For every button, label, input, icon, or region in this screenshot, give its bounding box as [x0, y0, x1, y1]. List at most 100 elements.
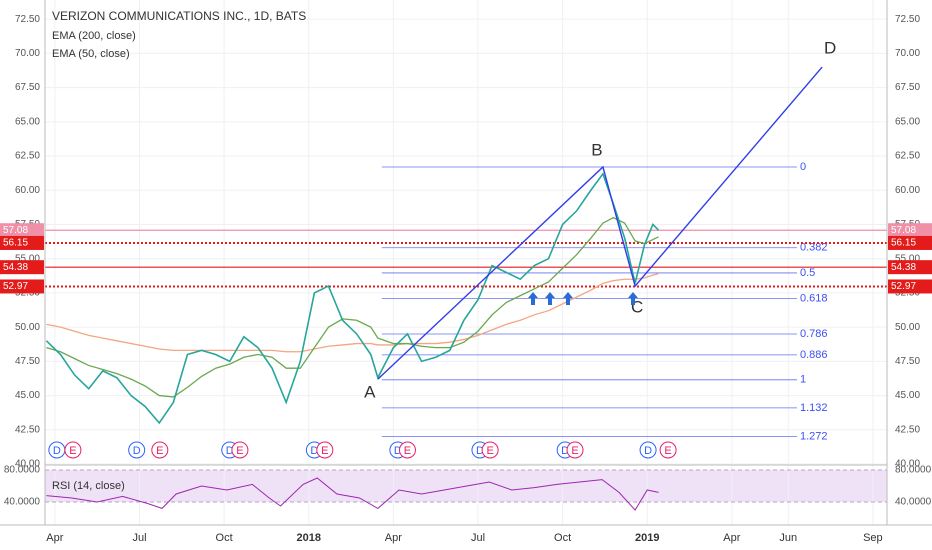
y-tick-label: 55.00	[15, 253, 40, 264]
abcd-label: D	[824, 39, 836, 58]
x-tick-label: Apr	[723, 532, 740, 544]
y-tick-label: 80.0000	[4, 465, 41, 476]
event-marker	[481, 441, 499, 459]
chart-title: VERIZON COMMUNICATIONS INC., 1D, BATS	[52, 9, 306, 23]
event-label: E	[486, 445, 493, 457]
event-label: E	[236, 445, 243, 457]
abcd-label: B	[591, 140, 602, 159]
price-tag-label: 54.38	[891, 262, 916, 273]
y-tick-label: 40.0000	[4, 497, 41, 508]
price-tag	[888, 235, 932, 250]
event-label: D	[310, 445, 318, 457]
y-tick-label: 62.50	[895, 151, 920, 162]
fib-label: 0.618	[800, 292, 828, 304]
event-label: D	[644, 445, 652, 457]
fib-label: 0.886	[800, 349, 828, 361]
abcd-pattern	[377, 66, 823, 380]
y-tick-label: 65.00	[895, 116, 920, 127]
x-tick-label: Apr	[46, 532, 63, 544]
fib-label: 0.382	[800, 242, 828, 254]
rsi-title: RSI (14, close)	[52, 480, 125, 492]
x-tick-label: 2018	[296, 532, 320, 544]
y-tick-label: 47.50	[15, 356, 40, 367]
abcd-label: A	[364, 383, 376, 402]
y-tick-label: 50.00	[15, 322, 40, 333]
rsi-line	[46, 477, 659, 511]
price-tag-label: 57.08	[891, 225, 916, 236]
y-tick-label: 42.50	[895, 424, 920, 435]
y-tick-label: 45.00	[895, 390, 920, 401]
y-tick-label: 67.50	[895, 82, 920, 93]
price-tag	[888, 260, 932, 275]
fib-label: 0	[800, 161, 806, 173]
event-marker	[566, 441, 584, 459]
event-label: E	[321, 445, 328, 457]
y-tick-label: 80.0000	[895, 465, 932, 476]
y-tick-label: 40.00	[15, 459, 40, 470]
x-tick-label: Oct	[554, 532, 571, 544]
arrow-icon	[545, 292, 555, 305]
y-tick-label: 60.00	[895, 185, 920, 196]
event-label: D	[394, 445, 402, 457]
y-tick-label: 62.50	[15, 151, 40, 162]
y-tick-label: 47.50	[895, 356, 920, 367]
price-tag	[0, 279, 44, 294]
x-tick-label: Jul	[132, 532, 146, 544]
event-label: E	[571, 445, 578, 457]
y-tick-label: 65.00	[15, 116, 40, 127]
ema-line	[46, 216, 659, 398]
price-tag	[0, 235, 44, 250]
event-label: D	[476, 445, 484, 457]
event-label: D	[561, 445, 569, 457]
y-tick-label: 40.00	[895, 459, 920, 470]
y-tick-label: 50.00	[895, 322, 920, 333]
event-marker	[231, 441, 249, 459]
fib-label: 0.5	[800, 267, 815, 279]
price-tag-label: 56.15	[891, 238, 916, 249]
event-label: E	[404, 445, 411, 457]
x-tick-label: 2019	[635, 532, 659, 544]
x-tick-label: Apr	[385, 532, 402, 544]
price-tag-label: 54.38	[3, 262, 28, 273]
price-tag	[0, 223, 44, 238]
y-tick-label: 72.50	[15, 14, 40, 25]
event-marker	[128, 441, 146, 459]
y-tick-label: 60.00	[15, 185, 40, 196]
legend-entry: EMA (50, close)	[52, 48, 130, 60]
legend-entry: EMA (200, close)	[52, 30, 136, 42]
event-label: D	[226, 445, 234, 457]
event-marker	[639, 441, 657, 459]
y-tick-label: 45.00	[15, 390, 40, 401]
event-label: E	[664, 445, 671, 457]
fib-label: 1.272	[800, 431, 828, 443]
arrow-icon	[628, 292, 638, 305]
price-tag-label: 52.97	[891, 281, 916, 292]
event-label: E	[156, 445, 163, 457]
price-tag-label: 57.08	[3, 225, 28, 236]
price-tag	[888, 223, 932, 238]
fib-label: 1	[800, 374, 806, 386]
event-label: D	[133, 445, 141, 457]
y-tick-label: 55.00	[895, 253, 920, 264]
ema-line	[46, 273, 659, 353]
arrow-icon	[563, 292, 573, 305]
y-tick-label: 40.0000	[895, 497, 932, 508]
x-tick-label: Jul	[471, 532, 485, 544]
x-tick-label: Sep	[863, 532, 883, 544]
up-arrows	[528, 292, 638, 305]
event-marker	[151, 441, 169, 459]
price-tag-label: 56.15	[3, 238, 28, 249]
y-tick-label: 70.00	[895, 48, 920, 59]
event-marker	[659, 441, 677, 459]
arrow-icon	[528, 292, 538, 305]
price-tag-label: 52.97	[3, 281, 28, 292]
price-tag	[0, 260, 44, 275]
y-tick-label: 70.00	[15, 48, 40, 59]
event-label: D	[53, 445, 61, 457]
fib-label: 1.132	[800, 402, 828, 414]
y-tick-label: 72.50	[895, 14, 920, 25]
fib-label: 0.786	[800, 328, 828, 340]
